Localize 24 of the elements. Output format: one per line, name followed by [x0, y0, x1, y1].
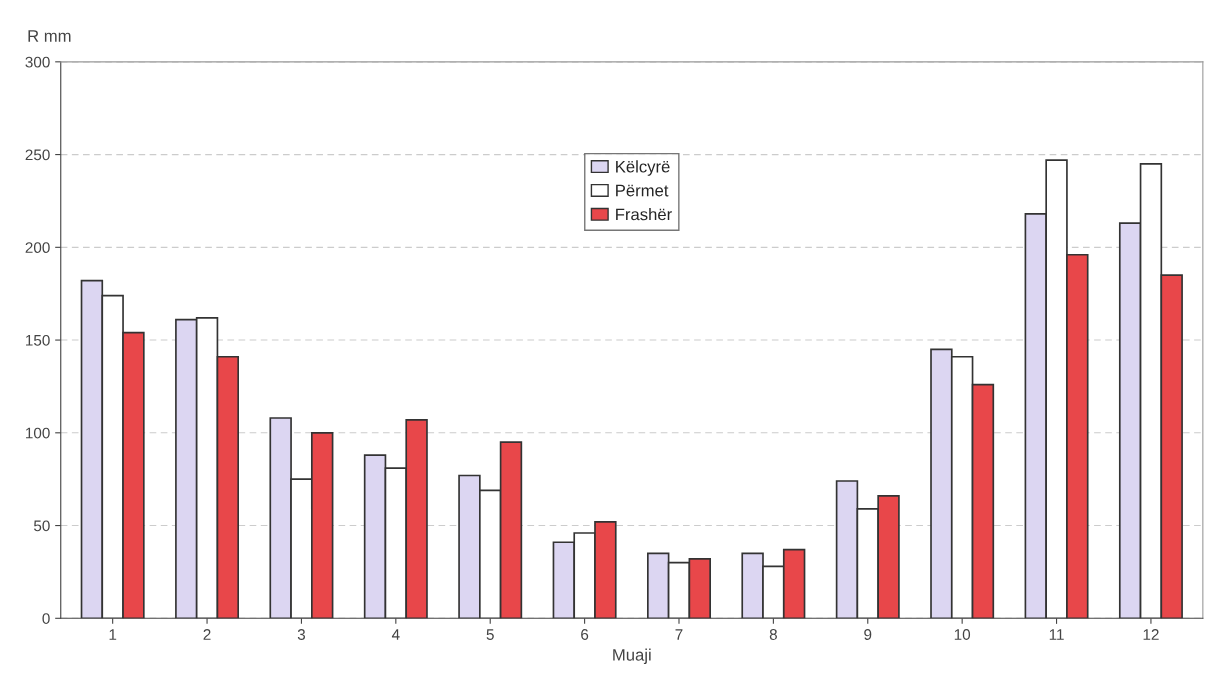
x-tick-label: 11	[1049, 629, 1064, 640]
legend-label: Përmet	[616, 184, 669, 197]
x-tick-label: 5	[486, 629, 494, 640]
x-tick-label: 9	[864, 629, 872, 640]
y-tick-label: 300	[25, 56, 50, 68]
x-tick-label: 3	[297, 629, 306, 640]
x-axis-title: Muaji	[613, 648, 651, 665]
y-axis-title: R mm	[28, 30, 71, 42]
x-tick-label: 7	[675, 629, 683, 640]
x-tick-label: 6	[581, 629, 589, 640]
x-tick-label: 12	[1143, 629, 1159, 640]
y-tick-label: 250	[25, 149, 50, 161]
x-tick-label: 4	[391, 629, 400, 640]
x-tick-label: 1	[109, 629, 117, 640]
x-tick-label: 2	[203, 629, 211, 640]
y-tick-label: 100	[26, 427, 50, 439]
y-tick-label: 0	[42, 613, 50, 624]
x-tick-label: 10	[954, 629, 971, 640]
y-tick-label: 50	[33, 520, 50, 532]
legend-label: Këlcyrë	[616, 160, 670, 176]
legend-label: Frashër	[616, 208, 672, 221]
y-tick-label: 200	[25, 242, 50, 254]
x-tick-label: 8	[769, 629, 777, 640]
y-tick-label: 150	[26, 334, 50, 346]
